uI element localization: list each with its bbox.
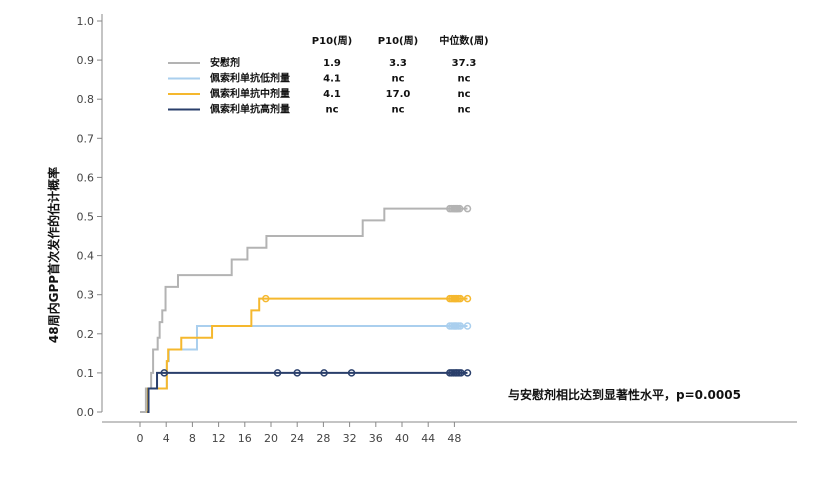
y-tick-label: 0.7 — [77, 132, 95, 145]
x-tick-label: 32 — [343, 432, 357, 445]
y-tick-label: 0.4 — [77, 250, 95, 263]
censor-mark-series-3 — [456, 294, 465, 303]
x-tick-label: 8 — [189, 432, 196, 445]
legend-stat-value: 4.1 — [323, 74, 341, 85]
x-tick-label: 12 — [212, 432, 226, 445]
legend-series-name: 安慰剂 — [210, 56, 240, 69]
significance-note: 与安慰剂相比达到显著性水平，p=0.0005 — [508, 387, 741, 402]
censor-mark-series-4 — [293, 369, 301, 377]
x-tick-label: 0 — [137, 432, 144, 445]
legend-stat-value: 1.9 — [323, 58, 341, 69]
y-tick-label: 0.1 — [77, 367, 95, 380]
x-tick-label: 28 — [316, 432, 330, 445]
legend-stat-value: 4.1 — [323, 89, 341, 100]
censor-mark-series-4 — [160, 369, 168, 377]
legend-stat-value: nc — [391, 74, 404, 85]
x-tick-label: 20 — [264, 432, 278, 445]
legend-stat-value: 37.3 — [452, 58, 477, 69]
censor-mark-series-3 — [463, 294, 472, 303]
censor-mark-series-1 — [463, 204, 472, 213]
legend-series-name: 佩索利单抗高剂量 — [210, 103, 290, 116]
x-tick-label: 40 — [395, 432, 409, 445]
series-line-1 — [140, 207, 468, 413]
x-tick-label: 24 — [290, 432, 304, 445]
x-tick-label: 36 — [369, 432, 383, 445]
series-line-4 — [147, 371, 468, 413]
legend-stat-value: nc — [325, 105, 338, 116]
y-tick-label: 1.0 — [77, 15, 95, 28]
series-line-3 — [146, 297, 468, 413]
censor-mark-series-4 — [347, 369, 356, 377]
y-tick-label: 0.6 — [77, 171, 95, 184]
legend: P10(周) P10(周) 中位数(周) 安慰剂 1.9 3.3 37.3 佩索利单抗低剂量 4… — [168, 34, 489, 116]
censor-mark-series-2 — [463, 322, 472, 330]
legend-stat-value: nc — [457, 74, 470, 85]
legend-series-name: 佩索利单抗中剂量 — [210, 87, 290, 100]
censor-mark-series-3 — [262, 294, 270, 303]
x-tick-label: 4 — [163, 432, 170, 445]
legend-stat-value: nc — [457, 105, 470, 116]
y-tick-label: 0.0 — [77, 406, 95, 419]
legend-stat-value: nc — [457, 89, 470, 100]
legend-header: P10(周) — [312, 35, 352, 47]
legend-stat-value: 17.0 — [386, 89, 411, 100]
legend-header: P10(周) — [378, 35, 418, 47]
y-tick-label: 0.9 — [77, 54, 95, 67]
y-tick-label: 0.8 — [77, 93, 95, 106]
x-tick-label: 16 — [238, 432, 252, 445]
legend-series-name: 佩索利单抗低剂量 — [210, 72, 290, 85]
y-tick-label: 0.2 — [77, 328, 95, 341]
y-tick-label: 0.3 — [77, 289, 95, 302]
series-line-2 — [146, 324, 468, 413]
axes: 0.00.10.20.30.40.50.60.70.80.91.00 4 8 12 16… — [77, 14, 797, 445]
x-tick-label: 48 — [447, 432, 461, 445]
legend-header: 中位数(周) — [439, 34, 488, 47]
legend-stat-value: 3.3 — [389, 58, 407, 69]
y-axis-label: 48周内GPP首次发作的估计概率 — [46, 167, 61, 343]
series-lines — [140, 207, 468, 413]
censor-mark-series-2 — [456, 322, 465, 330]
censor-marks — [160, 204, 472, 377]
legend-stat-value: nc — [391, 105, 404, 116]
censor-mark-series-4 — [273, 369, 282, 377]
censor-mark-series-1 — [455, 204, 464, 213]
censor-mark-series-4 — [320, 369, 328, 377]
x-tick-label: 44 — [421, 432, 435, 445]
y-tick-label: 0.5 — [77, 211, 95, 224]
censor-mark-series-4 — [463, 369, 472, 377]
